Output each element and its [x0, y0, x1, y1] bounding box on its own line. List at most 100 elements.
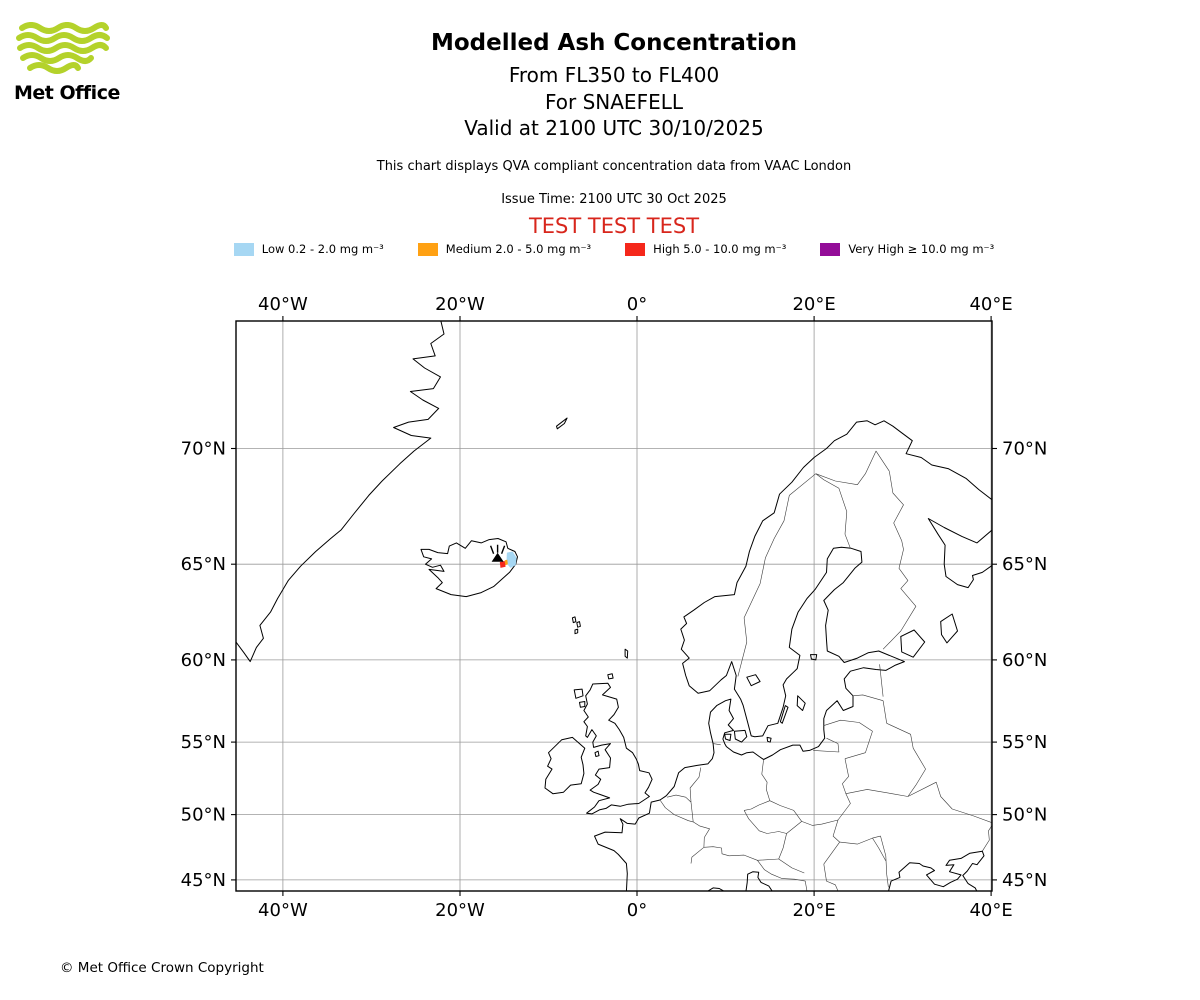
- country-border: [815, 450, 890, 485]
- country-border: [778, 833, 787, 860]
- country-border: [886, 723, 926, 797]
- lon-tick-label-top: 0°: [627, 294, 647, 315]
- coastline: [766, 736, 772, 743]
- country-border: [757, 860, 808, 891]
- test-banner: TEST TEST TEST: [528, 214, 700, 238]
- legend-swatch-high: [625, 242, 646, 256]
- lat-tick-label-left: 60°N: [181, 650, 226, 671]
- coastline: [579, 701, 586, 708]
- coastline: [796, 695, 806, 711]
- lon-tick-label-bottom: 40°E: [969, 900, 1012, 921]
- coastline: [420, 538, 518, 598]
- lat-tick-label-right: 45°N: [1002, 870, 1047, 891]
- legend-swatch-very-high: [820, 242, 841, 256]
- qva-description: This chart displays QVA compliant concen…: [376, 159, 852, 174]
- country-border: [823, 819, 840, 865]
- lat-tick-label-right: 60°N: [1002, 650, 1047, 671]
- met-office-logo-text: Met Office: [14, 82, 120, 104]
- country-border: [882, 700, 887, 724]
- country-border: [982, 825, 992, 852]
- met-office-logo-waves: [16, 22, 110, 74]
- lat-tick-label-right: 50°N: [1002, 805, 1047, 826]
- coastline: [745, 871, 773, 891]
- country-border: [882, 471, 917, 650]
- country-border: [815, 473, 851, 549]
- ash-patch-medium: [504, 559, 508, 566]
- country-border: [839, 835, 889, 888]
- lat-tick-label-left: 50°N: [181, 805, 226, 826]
- country-border: [744, 800, 770, 811]
- map-layers: [236, 321, 992, 891]
- coastline: [236, 321, 445, 663]
- lon-tick-label-top: 40°E: [969, 294, 1012, 315]
- country-border: [879, 664, 884, 697]
- coastline: [733, 729, 748, 743]
- country-border: [769, 800, 839, 826]
- lon-tick-label-bottom: 40°W: [258, 900, 308, 921]
- coastline: [746, 674, 761, 687]
- legend-label-high: High 5.0 - 10.0 mg m⁻³: [653, 242, 787, 256]
- coastline: [583, 682, 653, 815]
- coastline: [707, 887, 725, 891]
- legend-label-very-high: Very High ≥ 10.0 mg m⁻³: [848, 242, 995, 256]
- legend-label-medium: Medium 2.0 - 5.0 mg m⁻³: [445, 242, 592, 256]
- legend-item-medium: Medium 2.0 - 5.0 mg m⁻³: [417, 242, 592, 256]
- country-border: [872, 837, 887, 862]
- issue-time: Issue Time: 2100 UTC 30 Oct 2025: [501, 192, 727, 207]
- lat-tick-label-left: 55°N: [181, 732, 226, 753]
- country-border: [844, 731, 873, 759]
- met-office-logo: Met Office: [14, 22, 124, 104]
- lon-tick-label-bottom: 20°E: [792, 900, 835, 921]
- country-border: [713, 743, 721, 746]
- coastline: [940, 613, 958, 644]
- country-border: [823, 864, 839, 891]
- ash-patch-low: [506, 551, 517, 568]
- country-border: [813, 737, 840, 753]
- subtitle-volcano: For SNAEFELL: [544, 90, 683, 114]
- legend: Low 0.2 - 2.0 mg m⁻³ Medium 2.0 - 5.0 mg…: [14, 242, 1200, 256]
- coastline: [810, 654, 818, 661]
- legend-swatch-low: [233, 242, 254, 256]
- legend-item-low: Low 0.2 - 2.0 mg m⁻³: [233, 242, 384, 256]
- legend-item-high: High 5.0 - 10.0 mg m⁻³: [625, 242, 786, 256]
- lat-tick-label-left: 70°N: [181, 439, 226, 460]
- lon-tick-label-top: 40°W: [258, 294, 308, 315]
- coastline: [927, 518, 992, 589]
- coastline: [556, 417, 568, 430]
- volcano-symbol: [491, 552, 504, 562]
- country-border: [823, 719, 873, 732]
- ash-patch-high: [499, 561, 506, 568]
- coastline: [594, 750, 600, 757]
- subtitle-flight-levels: From FL350 to FL400: [508, 63, 720, 87]
- country-border: [703, 846, 779, 861]
- country-border: [690, 847, 705, 864]
- map-frame: [235, 320, 993, 892]
- coastline: [779, 705, 789, 724]
- coastline: [888, 850, 985, 891]
- coastline: [624, 648, 629, 659]
- legend-item-very-high: Very High ≥ 10.0 mg m⁻³: [820, 242, 994, 256]
- coastline: [576, 621, 581, 628]
- country-border: [689, 767, 702, 803]
- legend-swatch-medium: [417, 242, 438, 256]
- copyright-notice: © Met Office Crown Copyright: [60, 960, 264, 976]
- country-border: [690, 802, 710, 848]
- lon-tick-label-bottom: 0°: [627, 900, 647, 921]
- country-border: [837, 758, 851, 821]
- country-border: [778, 858, 805, 874]
- lat-tick-label-right: 65°N: [1002, 554, 1047, 575]
- country-border: [845, 789, 908, 797]
- country-border: [743, 810, 802, 834]
- country-border: [907, 781, 992, 823]
- legend-label-low: Low 0.2 - 2.0 mg m⁻³: [261, 242, 384, 256]
- lat-tick-label-right: 55°N: [1002, 732, 1047, 753]
- subtitle-valid-time: Valid at 2100 UTC 30/10/2025: [464, 116, 764, 140]
- country-border: [737, 473, 816, 677]
- page-title: Modelled Ash Concentration: [430, 30, 798, 56]
- coastline: [900, 629, 926, 658]
- coastline: [594, 420, 992, 891]
- country-border: [659, 799, 694, 823]
- lon-tick-label-top: 20°W: [435, 294, 485, 315]
